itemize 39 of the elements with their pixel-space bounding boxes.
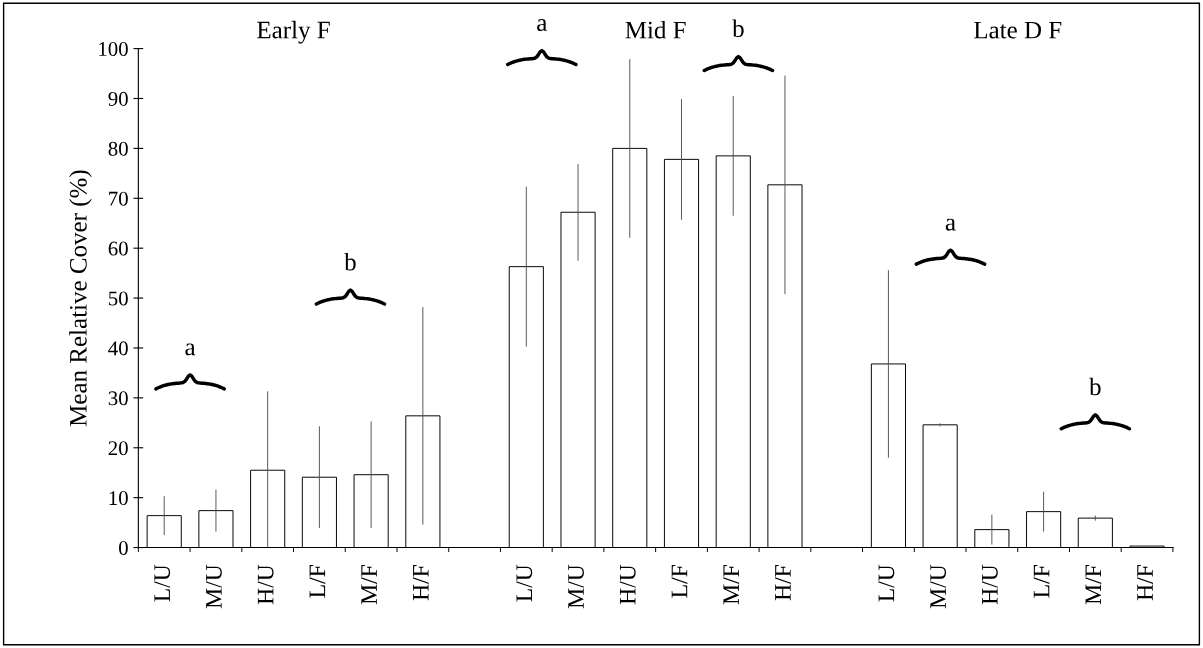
- annotation: a: [945, 218, 956, 231]
- x-tick-label: H/U: [981, 564, 998, 605]
- x-tick-label: H/F: [775, 565, 791, 601]
- annotation: a: [185, 343, 196, 356]
- x-tick-label: L/U: [154, 564, 171, 602]
- x-tick-label: L/U: [516, 564, 533, 602]
- annotation: b: [1089, 377, 1101, 396]
- x-tick-label: H/U: [619, 564, 636, 605]
- y-tick-label: 90: [108, 91, 128, 106]
- x-tick-label: L/U: [878, 564, 895, 602]
- y-tick-label: 10: [109, 491, 128, 506]
- text: a: [537, 19, 548, 32]
- y-tick-label: 80: [108, 141, 128, 156]
- text: b: [732, 19, 744, 38]
- x-tick-label: M/U: [206, 564, 222, 609]
- text: Mid F: [625, 20, 686, 39]
- x-tick-label: M/F: [361, 565, 378, 605]
- y-tick-label: 60: [108, 241, 128, 256]
- x-tick-label: L/F: [1033, 565, 1050, 598]
- y-tick-label: 20: [108, 441, 128, 456]
- x-tick-label: H/F: [1137, 565, 1153, 601]
- x-tick-label: M/U: [568, 564, 584, 609]
- y-tick-label: 50: [109, 291, 128, 306]
- y-tick-label: 0: [119, 540, 128, 555]
- x-tick-label: L/F: [671, 565, 688, 598]
- x-tick-label: L/F: [309, 565, 326, 598]
- y-tick-label: 30: [108, 391, 128, 406]
- annotation: b: [344, 252, 356, 271]
- text: Late D F: [974, 21, 1062, 39]
- y-axis-title: Mean Relative Cover (%): [69, 170, 92, 427]
- x-tick-label: H/F: [412, 565, 429, 601]
- y-tick-label: 100: [99, 41, 128, 57]
- text: Early F: [257, 20, 330, 44]
- x-tick-label: M/F: [723, 565, 740, 605]
- y-tick-label: 40: [108, 341, 128, 356]
- x-tick-label: M/F: [1085, 565, 1102, 605]
- y-tick-label: 70: [109, 191, 128, 206]
- x-tick-label: H/U: [257, 564, 274, 605]
- x-tick-label: M/U: [930, 564, 947, 609]
